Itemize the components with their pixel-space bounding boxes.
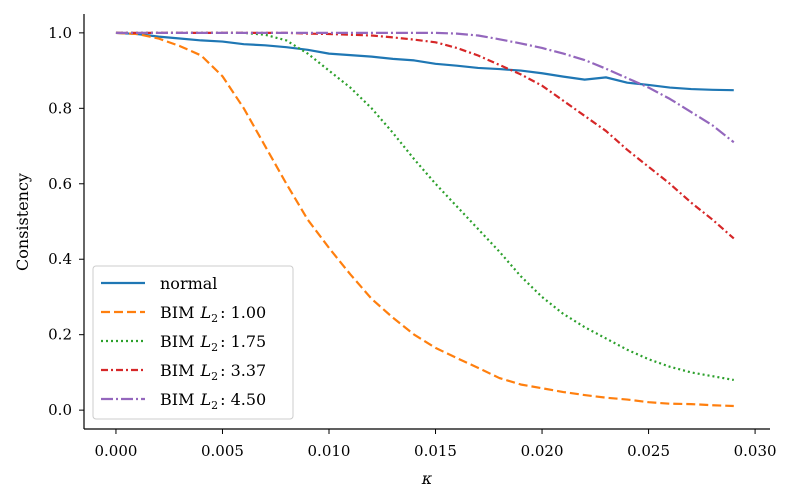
legend: normal BIM L2: 1.00 BIM L2: 1.75 BIM L2: 3.37 B… [92,265,294,420]
legend-frame [92,265,294,420]
legend-label-4: BIM L2: 4.50 [160,390,266,412]
y-tick-label: 0.0 [48,401,72,419]
legend-label-1: BIM L2: 1.00 [160,303,266,325]
series-line-3 [115,31,735,240]
series-line-4 [115,31,735,144]
x-tick-label: 0.010 [308,442,351,460]
x-ticks: 0.000 0.005 0.010 0.015 0.020 0.025 0.030 [94,429,777,460]
x-tick-label: 0.015 [414,442,457,460]
legend-label-2: BIM L2: 1.75 [160,332,266,354]
axes [83,14,770,430]
series-line-1 [115,31,734,408]
y-ticks: 0.0 0.2 0.4 0.6 0.8 1.0 [48,24,84,419]
y-tick-label: 1.0 [48,24,72,42]
series-layer [115,31,735,408]
y-tick-label: 0.6 [48,175,72,193]
legend-label-3: BIM L2: 3.37 [160,361,266,383]
x-tick-label: 0.005 [201,442,244,460]
x-tick-label: 0.020 [521,442,564,460]
x-tick-label: 0.025 [627,442,670,460]
x-axis-label: κ [421,469,433,488]
y-tick-label: 0.8 [48,99,72,117]
legend-label-0: normal [160,274,217,293]
y-tick-label: 0.4 [48,250,72,268]
y-tick-label: 0.2 [48,326,72,344]
x-tick-label: 0.000 [94,442,137,460]
y-axis-label: Consistency [13,173,32,271]
series-line-0 [115,31,734,92]
x-tick-label: 0.030 [734,442,777,460]
